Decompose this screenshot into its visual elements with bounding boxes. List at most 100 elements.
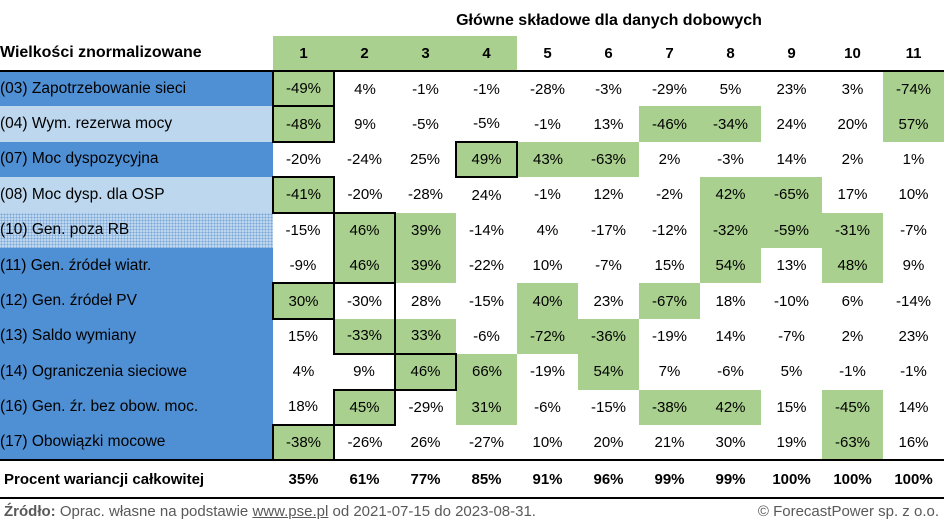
table-cell: 2% xyxy=(841,327,864,345)
table-cell: 23% xyxy=(898,327,929,345)
table-cell: 16% xyxy=(898,433,929,451)
table-cell: 15% xyxy=(287,328,319,346)
table-cell: -32% xyxy=(700,212,761,248)
table-cell: 2% xyxy=(841,150,864,168)
table-cell: -5% xyxy=(412,115,439,133)
table-row: (13) Saldo wymiany 15% -33% 33% -6% -72%… xyxy=(0,318,944,356)
table-row: (14) Ograniczenia sieciowe 4% 9% 46% 66%… xyxy=(0,353,944,391)
table-cell: 13% xyxy=(776,257,807,275)
table-cell: 39% xyxy=(395,247,456,284)
col-head-9: 9 xyxy=(761,36,822,72)
table-cell: 42% xyxy=(700,177,761,213)
table-cell: 24% xyxy=(776,115,807,133)
chart-title: Główne składowe dla danych dobowych xyxy=(456,12,762,29)
table-cell: 10% xyxy=(532,433,563,451)
table-cell: -1% xyxy=(534,115,561,133)
table-cell: -7% xyxy=(595,257,622,275)
table-cell: -45% xyxy=(822,389,883,425)
variance-value: 85% xyxy=(456,459,517,500)
table-cell: 33% xyxy=(395,318,456,355)
table-cell: 46% xyxy=(333,211,396,248)
source-note: Źródło: Oprac. własne na podstawie www.p… xyxy=(4,503,536,520)
table-cell: 14% xyxy=(715,327,746,345)
col-head-3: 3 xyxy=(395,36,456,72)
table-cell: 48% xyxy=(822,247,883,284)
table-cell: -15% xyxy=(468,292,505,310)
row-label: (10) Gen. poza RB xyxy=(0,212,273,248)
table-cell: 20% xyxy=(593,433,624,451)
table-cell: 9% xyxy=(902,257,925,275)
col-head-5: 5 xyxy=(517,36,578,72)
table-cell: -1% xyxy=(839,363,866,381)
table-cell: 9% xyxy=(353,363,375,381)
table-cell: -28% xyxy=(407,186,444,204)
table-cell: -10% xyxy=(773,292,810,310)
table-cell: -22% xyxy=(468,257,505,275)
row-label: (03) Zapotrzebowanie sieci xyxy=(0,71,273,107)
row-label: (07) Moc dyspozycyjna xyxy=(0,141,273,178)
table-cell: 43% xyxy=(517,141,578,178)
variance-value: 100% xyxy=(822,459,883,500)
table-row: (16) Gen. źr. bez obow. moc. 18% 45% -29… xyxy=(0,388,944,426)
table-cell: 23% xyxy=(776,80,807,98)
table-cell: -12% xyxy=(651,221,688,239)
table-row: (08) Moc dysp. dla OSP -41% -20% -28% 24… xyxy=(0,176,944,214)
table-cell: -7% xyxy=(900,221,927,239)
table-cell: 57% xyxy=(883,106,944,142)
table-cell: -7% xyxy=(778,327,805,345)
col-head-1: 1 xyxy=(273,36,334,72)
table-cell: 54% xyxy=(700,247,761,284)
col-head-11: 11 xyxy=(883,36,944,72)
table-cell: 14% xyxy=(776,150,807,168)
table-cell: 46% xyxy=(394,353,457,391)
table-cell: 6% xyxy=(841,292,864,310)
table-cell: 13% xyxy=(593,115,624,133)
table-cell: 4% xyxy=(536,221,559,239)
table-cell: 15% xyxy=(776,398,807,416)
table-cell: -5% xyxy=(473,115,500,133)
row-label: (17) Obowiązki mocowe xyxy=(0,424,273,461)
table-cell: 26% xyxy=(410,433,441,451)
table-cell: -19% xyxy=(651,327,688,345)
table-cell: 42% xyxy=(700,389,761,425)
table-cell: -1% xyxy=(473,80,500,98)
table-cell: -9% xyxy=(289,256,317,274)
variance-row: Procent wariancji całkowitej 35% 61% 77%… xyxy=(0,459,944,500)
table-cell: 21% xyxy=(654,433,685,451)
table-cell: -20% xyxy=(285,150,322,168)
table-row: (10) Gen. poza RB -15% 46% 39% -14% 4% -… xyxy=(0,211,944,248)
table-cell: -29% xyxy=(408,399,444,417)
table-cell: 31% xyxy=(456,389,517,425)
table-cell: 46% xyxy=(333,247,396,285)
row-label: (04) Wym. rezerwa mocy xyxy=(0,106,273,142)
table-cell: -63% xyxy=(822,424,883,461)
table-cell: -41% xyxy=(272,176,335,214)
table-cell: 20% xyxy=(837,115,868,133)
row-header: Wielkości znormalizowane xyxy=(0,36,273,72)
component-table: Wielkości znormalizowane 1 2 3 4 5 6 7 8… xyxy=(0,36,944,500)
table-cell: 9% xyxy=(354,115,376,133)
table-cell: -33% xyxy=(333,318,396,356)
table-cell: -38% xyxy=(272,423,335,461)
table-cell: 19% xyxy=(776,433,807,451)
table-cell: -36% xyxy=(578,318,639,355)
table-cell: -15% xyxy=(590,398,627,416)
table-cell: 3% xyxy=(841,80,864,98)
table-row: (07) Moc dyspozycyjna -20% -24% 25% 49% … xyxy=(0,140,944,179)
col-head-8: 8 xyxy=(700,36,761,72)
table-cell: 54% xyxy=(578,354,639,390)
table-cell: -6% xyxy=(473,327,500,345)
source-link[interactable]: www.pse.pl xyxy=(252,503,329,520)
table-cell: -59% xyxy=(761,212,822,248)
table-cell: -19% xyxy=(529,363,566,381)
table-cell: -34% xyxy=(700,106,761,142)
table-cell: 30% xyxy=(272,282,335,320)
variance-label: Procent wariancji całkowitej xyxy=(0,459,273,500)
table-cell: -27% xyxy=(468,433,505,451)
table-cell: -14% xyxy=(468,221,505,239)
table-cell: -1% xyxy=(900,363,927,381)
table-cell: -1% xyxy=(534,186,561,204)
table-cell: -24% xyxy=(346,150,383,168)
table-cell: 30% xyxy=(715,433,746,451)
table-cell: -3% xyxy=(717,150,744,168)
